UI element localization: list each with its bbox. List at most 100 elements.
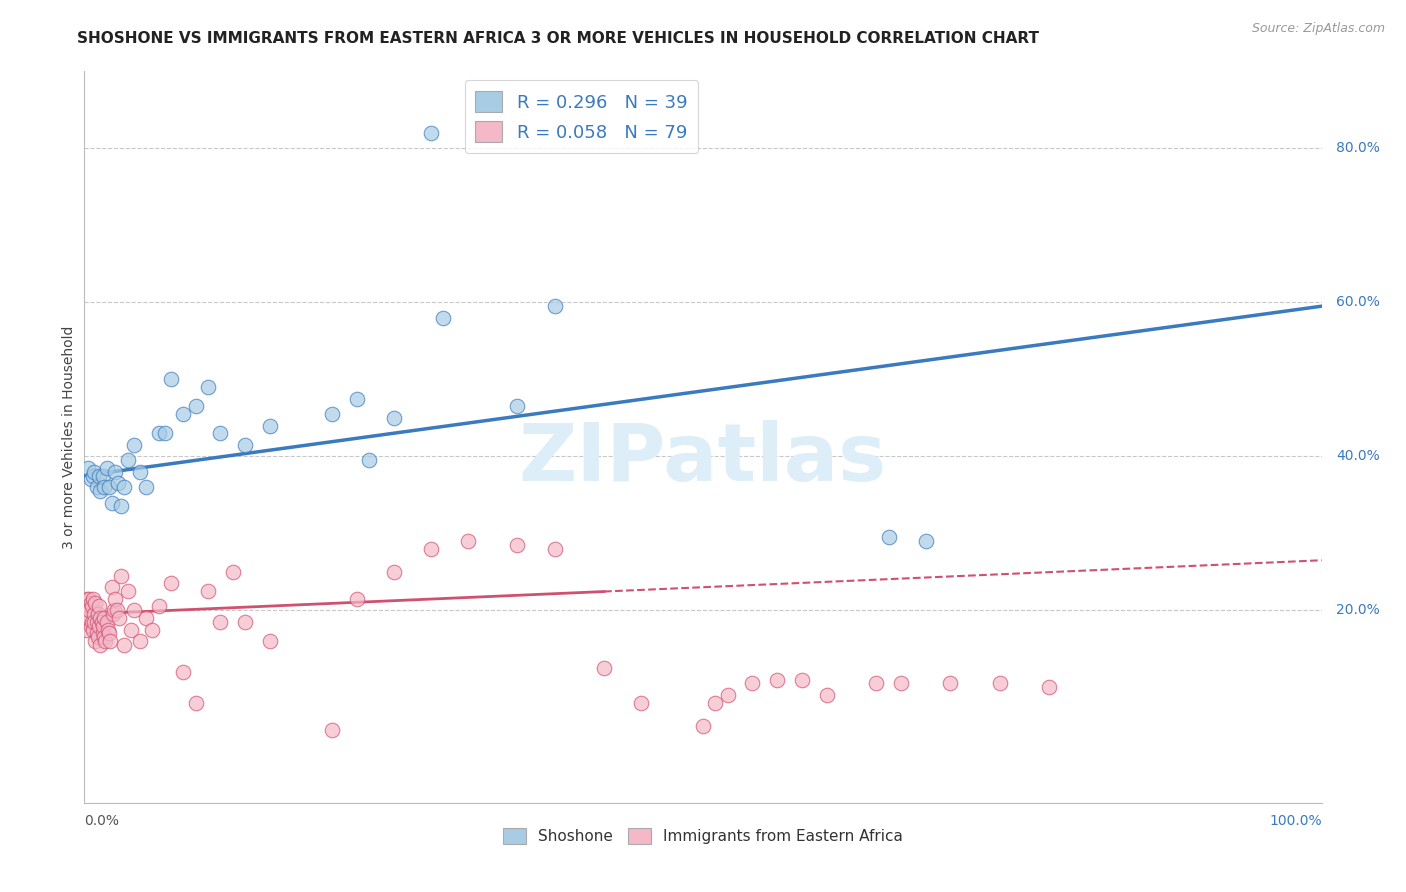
Text: 60.0%: 60.0% xyxy=(1337,295,1381,310)
Point xyxy=(93,480,115,494)
Point xyxy=(89,611,111,625)
Point xyxy=(98,634,121,648)
Point xyxy=(172,407,194,421)
Point xyxy=(129,634,152,648)
Point xyxy=(110,568,132,582)
Point xyxy=(543,299,565,313)
Point xyxy=(110,500,132,514)
Point xyxy=(209,615,232,629)
Point xyxy=(101,607,124,622)
Legend: Shoshone, Immigrants from Eastern Africa: Shoshone, Immigrants from Eastern Africa xyxy=(496,822,910,850)
Point xyxy=(148,599,170,614)
Point xyxy=(100,580,122,594)
Point xyxy=(89,599,111,614)
Text: ZIPatlas: ZIPatlas xyxy=(519,420,887,498)
Point xyxy=(84,596,107,610)
Point xyxy=(89,618,111,632)
Point xyxy=(117,584,139,599)
Point xyxy=(233,615,256,629)
Text: 100.0%: 100.0% xyxy=(1270,814,1322,828)
Text: Source: ZipAtlas.com: Source: ZipAtlas.com xyxy=(1251,22,1385,36)
Point xyxy=(120,623,142,637)
Point xyxy=(382,565,405,579)
Point xyxy=(543,541,565,556)
Point xyxy=(939,676,962,690)
Point xyxy=(197,584,219,599)
Point xyxy=(93,611,115,625)
Point xyxy=(79,618,101,632)
Point xyxy=(77,611,100,625)
Point xyxy=(222,565,245,579)
Point xyxy=(357,453,380,467)
Point xyxy=(419,126,441,140)
Point xyxy=(432,310,454,325)
Point xyxy=(117,453,139,467)
Point xyxy=(630,696,652,710)
Point xyxy=(184,696,207,710)
Y-axis label: 3 or more Vehicles in Household: 3 or more Vehicles in Household xyxy=(62,326,76,549)
Point xyxy=(197,380,219,394)
Point xyxy=(153,426,176,441)
Point xyxy=(103,603,125,617)
Point xyxy=(86,480,108,494)
Point xyxy=(506,538,529,552)
Point xyxy=(77,599,100,614)
Point xyxy=(94,634,117,648)
Point xyxy=(79,591,101,606)
Point xyxy=(77,461,100,475)
Point xyxy=(457,534,479,549)
Point xyxy=(259,634,281,648)
Point xyxy=(87,607,110,622)
Text: 40.0%: 40.0% xyxy=(1337,450,1381,463)
Point xyxy=(704,696,727,710)
Point xyxy=(87,630,110,644)
Point xyxy=(96,461,118,475)
Point xyxy=(184,399,207,413)
Text: 80.0%: 80.0% xyxy=(1337,141,1381,155)
Point xyxy=(82,591,104,606)
Point xyxy=(105,603,128,617)
Point xyxy=(112,480,135,494)
Point xyxy=(86,615,108,629)
Point xyxy=(988,676,1011,690)
Point xyxy=(1038,681,1060,695)
Point xyxy=(766,673,789,687)
Point xyxy=(506,399,529,413)
Point xyxy=(692,719,714,733)
Point xyxy=(91,626,114,640)
Point xyxy=(84,634,107,648)
Point xyxy=(135,611,157,625)
Point xyxy=(107,476,129,491)
Text: 0.0%: 0.0% xyxy=(84,814,120,828)
Text: SHOSHONE VS IMMIGRANTS FROM EASTERN AFRICA 3 OR MORE VEHICLES IN HOUSEHOLD CORRE: SHOSHONE VS IMMIGRANTS FROM EASTERN AFRI… xyxy=(77,31,1039,46)
Point xyxy=(717,688,740,702)
Point xyxy=(382,410,405,425)
Point xyxy=(112,638,135,652)
Point xyxy=(75,607,97,622)
Point xyxy=(741,676,763,690)
Point xyxy=(91,468,114,483)
Point xyxy=(82,468,104,483)
Point xyxy=(419,541,441,556)
Point xyxy=(80,615,103,629)
Point xyxy=(104,465,127,479)
Point xyxy=(76,623,98,637)
Point xyxy=(346,591,368,606)
Point xyxy=(89,483,111,498)
Point xyxy=(79,603,101,617)
Point xyxy=(83,465,105,479)
Point xyxy=(97,623,120,637)
Point xyxy=(122,438,145,452)
Point xyxy=(89,468,111,483)
Point xyxy=(98,626,121,640)
Point xyxy=(890,676,912,690)
Point xyxy=(346,392,368,406)
Point xyxy=(86,626,108,640)
Point xyxy=(259,418,281,433)
Point xyxy=(108,611,131,625)
Point xyxy=(865,676,887,690)
Point xyxy=(80,599,103,614)
Text: 20.0%: 20.0% xyxy=(1337,603,1381,617)
Point xyxy=(96,615,118,629)
Point xyxy=(104,591,127,606)
